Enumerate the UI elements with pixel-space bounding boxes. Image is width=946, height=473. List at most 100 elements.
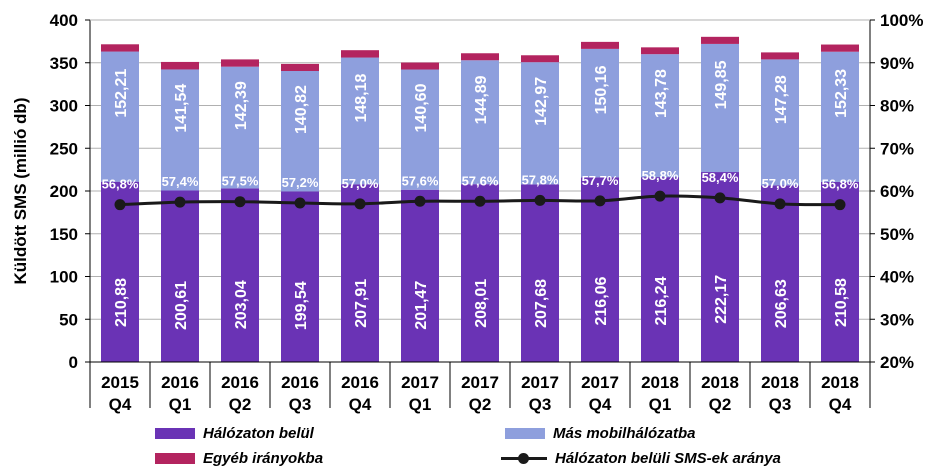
bar-label-other-mobile: 140,60 [413,83,430,132]
bar-segment [101,181,139,362]
y-tick-label: 400 [50,11,78,30]
bar-label-in-network: 199,54 [293,281,310,330]
x-tick-label-quarter: Q4 [109,395,132,414]
bar-segment [281,63,319,71]
bar-label-other-mobile: 152,33 [833,69,850,118]
x-tick-label-quarter: Q2 [229,395,252,414]
bar-segment [701,43,739,173]
y2-tick-label: 40% [880,268,914,287]
x-tick-label-quarter: Q3 [769,395,792,414]
ratio-point [174,196,186,208]
bar-segment [221,66,259,189]
y2-tick-label: 80% [880,97,914,116]
y-tick-label: 0 [69,353,78,372]
bar-label-in-network: 207,68 [533,279,550,328]
x-tick-label-year: 2015 [101,373,139,392]
x-tick-label-quarter: Q4 [589,395,612,414]
bar-segment [821,181,859,362]
bar-segment [521,62,559,185]
x-tick-label-year: 2016 [341,373,379,392]
bar-segment [341,57,379,185]
ratio-label: 57,7% [582,173,619,188]
x-tick-label-year: 2018 [701,373,739,392]
bar-segment [461,184,499,362]
ratio-point [414,195,426,207]
bar-segment [281,191,319,362]
x-tick-label-year: 2017 [461,373,499,392]
bar-segment [221,188,259,362]
ratio-point [354,198,366,210]
bar-segment [821,44,859,52]
ratio-point [294,197,306,209]
bar-label-in-network: 210,58 [833,278,850,327]
bar-segment [701,172,739,362]
bar-segment [761,52,799,60]
bar-label-in-network: 210,88 [113,278,130,327]
ratio-point [774,198,786,210]
ratio-point [594,195,606,207]
bar-label-in-network: 206,63 [773,279,790,328]
bar-segment [581,48,619,178]
x-tick-label-quarter: Q4 [349,395,372,414]
x-tick-label-year: 2016 [221,373,259,392]
ratio-label: 57,6% [402,173,439,188]
ratio-label: 58,4% [702,170,739,185]
y2-tick-label: 60% [880,182,914,201]
bar-segment [281,70,319,192]
y2-tick-label: 50% [880,225,914,244]
y-tick-label: 150 [50,225,78,244]
bar-segment [221,59,259,67]
bar-label-in-network: 203,04 [233,280,250,329]
ratio-label: 57,6% [462,173,499,188]
ratio-point [474,195,486,207]
ratio-point [114,199,126,211]
bar-label-in-network: 216,24 [653,276,670,325]
ratio-label: 56,8% [102,177,139,192]
x-tick-label-quarter: Q1 [169,395,192,414]
x-tick-label-year: 2017 [581,373,619,392]
x-tick-label-year: 2018 [641,373,679,392]
x-tick-label-quarter: Q2 [709,395,732,414]
bar-label-other-mobile: 143,78 [653,69,670,118]
ratio-label: 56,8% [822,177,859,192]
x-tick-label-quarter: Q1 [649,395,672,414]
x-tick-label-quarter: Q1 [409,395,432,414]
bar-label-other-mobile: 148,18 [353,74,370,123]
ratio-point [654,190,666,202]
x-tick-label-quarter: Q4 [829,395,852,414]
y2-tick-label: 100% [880,11,923,30]
y-tick-label: 250 [50,139,78,158]
x-tick-label-year: 2016 [281,373,319,392]
y-tick-label: 100 [50,268,78,287]
bar-segment [641,177,679,362]
ratio-label: 57,5% [222,174,259,189]
bar-segment [581,177,619,362]
ratio-point [834,199,846,211]
x-tick-label-year: 2018 [821,373,859,392]
x-tick-label-year: 2018 [761,373,799,392]
bar-segment [521,55,559,63]
bar-segment [341,184,379,362]
bar-segment [761,185,799,362]
bar-segment [161,61,199,70]
bar-segment [161,190,199,362]
bar-segment [641,54,679,178]
y-tick-label: 50 [59,310,78,329]
bar-segment [461,60,499,185]
bar-label-other-mobile: 144,89 [473,75,490,124]
y-tick-label: 300 [50,97,78,116]
x-tick-label-year: 2016 [161,373,199,392]
bar-segment [641,47,679,55]
ratio-point [234,196,246,208]
bar-segment [101,44,139,52]
bar-segment [101,51,139,182]
ratio-label: 57,8% [522,172,559,187]
ratio-label: 57,2% [282,175,319,190]
bar-segment [341,50,379,58]
y2-tick-label: 70% [880,139,914,158]
bar-segment [761,59,799,186]
bar-segment [581,41,619,49]
bar-label-in-network: 208,01 [473,279,490,328]
bar-label-in-network: 216,06 [593,276,610,325]
ratio-label: 57,0% [342,176,379,191]
